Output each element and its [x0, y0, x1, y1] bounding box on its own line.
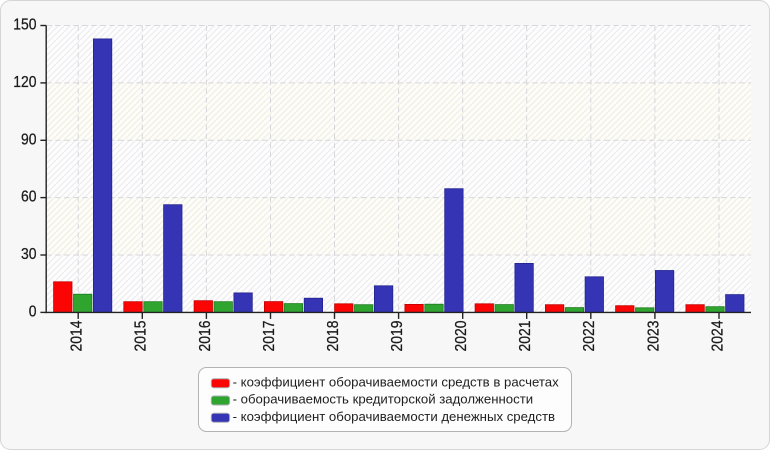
svg-text:2020: 2020 [453, 320, 470, 351]
svg-text:2015: 2015 [133, 320, 150, 351]
svg-text:150: 150 [13, 17, 36, 34]
svg-text:90: 90 [21, 132, 37, 149]
svg-text:- коэффициент оборачиваемости: - коэффициент оборачиваемости средств в … [233, 374, 560, 389]
svg-text:0: 0 [29, 304, 37, 321]
svg-text:2019: 2019 [389, 320, 406, 351]
svg-text:2023: 2023 [646, 320, 663, 351]
svg-text:2016: 2016 [197, 320, 214, 351]
svg-text:60: 60 [21, 189, 37, 206]
svg-text:2018: 2018 [325, 320, 342, 351]
svg-text:2024: 2024 [710, 320, 727, 351]
svg-text:120: 120 [13, 74, 36, 91]
svg-text:2017: 2017 [261, 320, 278, 351]
svg-text:2022: 2022 [582, 320, 599, 351]
svg-text:- коэффициент оборачиваемости: - коэффициент оборачиваемости денежных с… [233, 409, 555, 424]
svg-text:2014: 2014 [69, 320, 86, 351]
svg-text:30: 30 [21, 246, 37, 263]
svg-text:- оборачиваемость кредиторской: - оборачиваемость кредиторской задолженн… [233, 392, 534, 407]
svg-text:2021: 2021 [517, 320, 534, 351]
